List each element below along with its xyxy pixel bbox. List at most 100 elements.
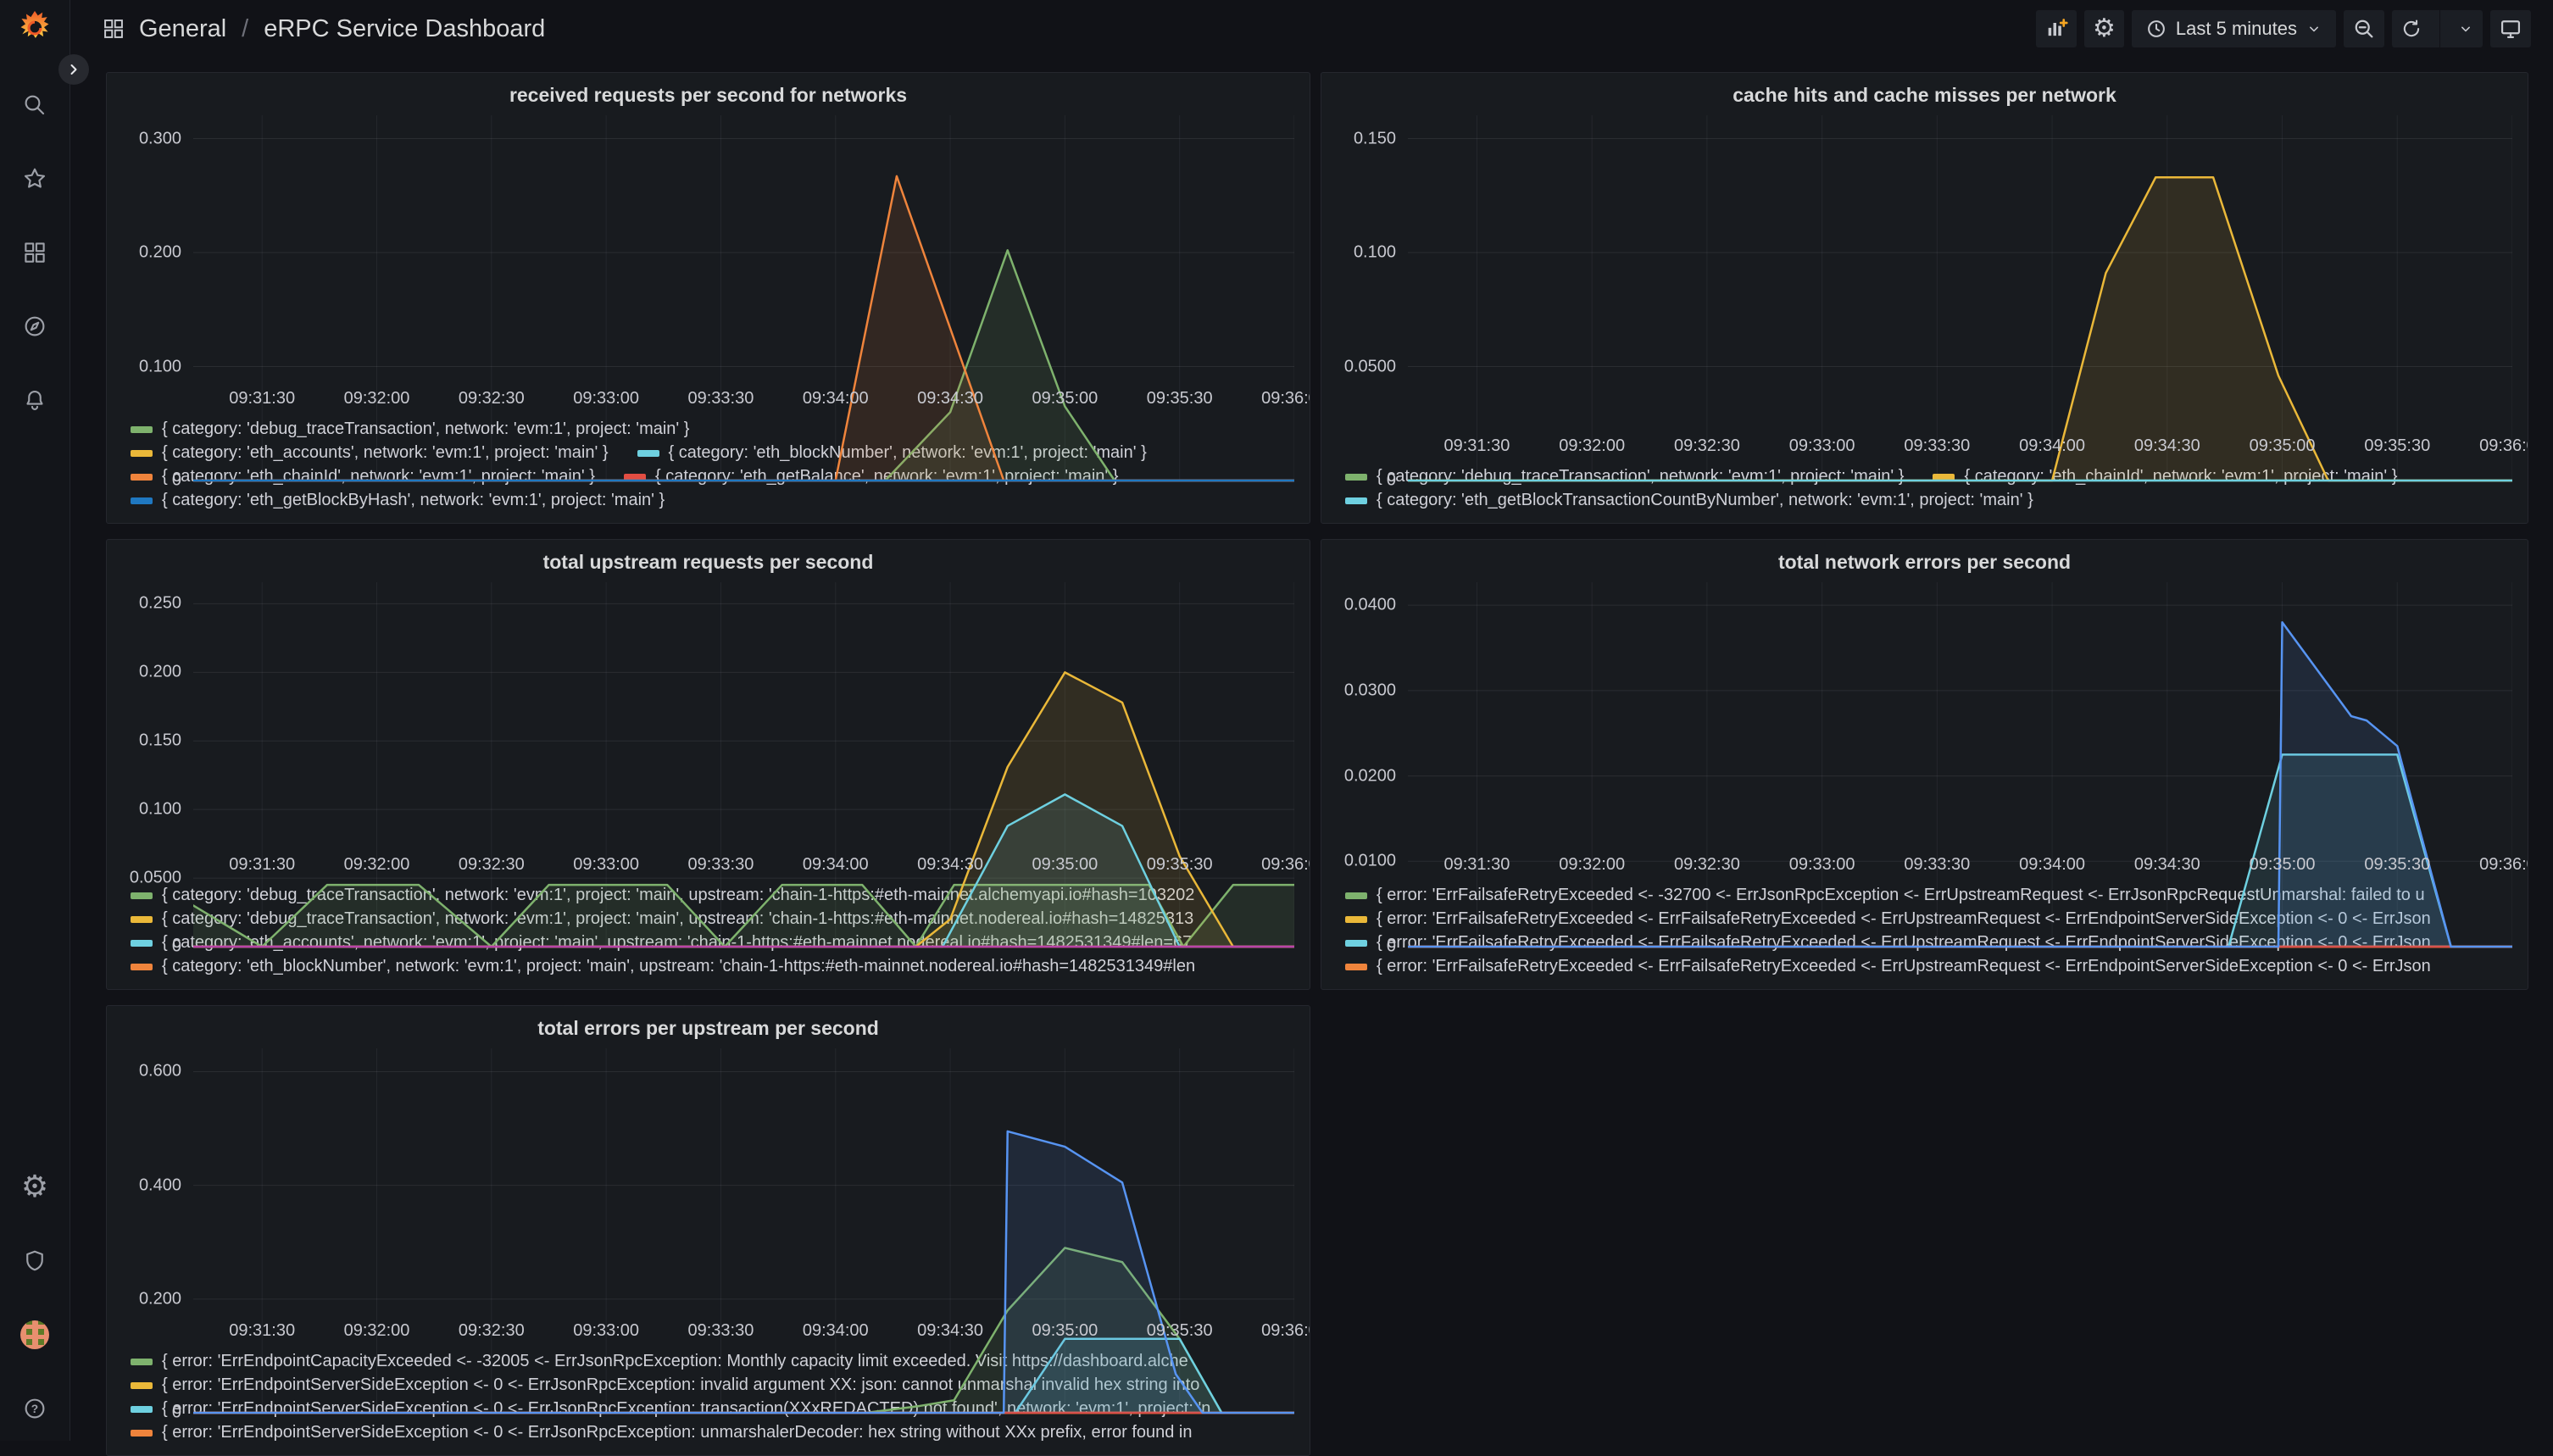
y-tick-label: 0.0500 — [129, 868, 181, 887]
legend-item[interactable]: { error: 'ErrEndpointCapacityExceeded <-… — [131, 1352, 1188, 1371]
x-tick-label: 09:31:30 — [229, 1321, 296, 1340]
configuration-gear-icon[interactable]: ⚙ — [20, 1170, 49, 1204]
refresh-interval-button[interactable] — [2449, 10, 2483, 47]
panel-title[interactable]: cache hits and cache misses per network — [1733, 84, 2116, 106]
x-axis: 09:31:30 09:32:00 09:32:30 09:33:00 09:33:30… — [193, 849, 1310, 880]
legend-item[interactable]: { category: 'eth_accounts', network: 'ev… — [131, 443, 609, 463]
refresh-button-group — [2392, 10, 2483, 47]
panel-title[interactable]: total upstream requests per second — [542, 551, 874, 573]
toolbar: ⚙ Last 5 minutes — [2036, 10, 2531, 47]
chart-canvas[interactable] — [193, 1045, 1294, 1414]
apps-grid-icon — [104, 19, 123, 38]
legend-item[interactable]: { category: 'eth_getBlockByHash', networ… — [131, 491, 665, 510]
x-tick-label: 09:33:00 — [573, 389, 640, 408]
view-mode-button[interactable] — [2490, 10, 2531, 47]
user-avatar[interactable] — [18, 1318, 52, 1352]
chart-canvas[interactable] — [1408, 579, 2512, 948]
gear-icon: ⚙ — [2093, 14, 2116, 43]
legend-swatch — [1933, 473, 1955, 481]
y-tick-label: 0 — [1386, 470, 1396, 490]
x-axis: 09:31:30 09:32:00 09:32:30 09:33:00 09:33:30… — [193, 383, 1310, 414]
y-tick-label: 0.150 — [1353, 129, 1396, 148]
chart-plot-area[interactable] — [1408, 112, 2512, 482]
grafana-logo[interactable] — [15, 8, 54, 47]
legend-item[interactable]: { error: 'ErrEndpointServerSideException… — [131, 1423, 1193, 1442]
sidebar-expand-button[interactable] — [58, 54, 89, 85]
search-icon[interactable] — [18, 88, 52, 122]
server-admin-shield-icon[interactable] — [18, 1244, 52, 1278]
legend-item[interactable]: { error: 'ErrEndpointServerSideException… — [131, 1375, 1199, 1395]
time-range-picker[interactable]: Last 5 minutes — [2131, 10, 2336, 47]
starred-icon[interactable] — [18, 162, 52, 196]
legend-swatch — [131, 915, 153, 923]
panel-cache-hits-misses: cache hits and cache misses per network … — [1321, 72, 2528, 524]
y-tick-label: 0.0100 — [1343, 851, 1396, 870]
svg-text:?: ? — [31, 1403, 38, 1415]
x-tick-label: 09:33:00 — [573, 1321, 640, 1340]
legend-label: { error: 'ErrFailsafeRetryExceeded <- Er… — [1377, 909, 2431, 928]
x-tick-label: 09:34:00 — [802, 389, 869, 408]
y-tick-label: 0.200 — [138, 242, 181, 262]
legend-swatch — [623, 473, 646, 481]
legend-item[interactable]: { error: 'ErrFailsafeRetryExceeded <- Er… — [1345, 957, 2431, 976]
legend-label: { category: 'debug_traceTransaction', ne… — [162, 886, 1195, 904]
legend-item[interactable]: { category: 'debug_traceTransaction', ne… — [131, 886, 1194, 905]
chart-canvas[interactable] — [193, 579, 1294, 948]
panel-title[interactable]: received requests per second for network… — [509, 84, 908, 106]
x-tick-label: 09:35:00 — [2249, 855, 2316, 874]
refresh-button[interactable] — [2392, 10, 2431, 47]
x-tick-label: 09:35:30 — [1146, 855, 1213, 874]
zoom-out-button[interactable] — [2344, 10, 2384, 47]
x-tick-label: 09:35:30 — [2364, 436, 2431, 455]
panel-title[interactable]: total errors per upstream per second — [537, 1017, 879, 1039]
explore-compass-icon[interactable] — [18, 309, 52, 343]
panel-title[interactable]: total network errors per second — [1777, 551, 2072, 573]
chart-plot-area[interactable] — [193, 579, 1294, 948]
x-tick-label: 09:35:30 — [2364, 855, 2431, 874]
legend-item[interactable]: { error: 'ErrFailsafeRetryExceeded <- Er… — [1345, 909, 2431, 929]
add-panel-button[interactable] — [2036, 10, 2077, 47]
legend-item[interactable]: { category: 'eth_blockNumber', network: … — [131, 957, 1195, 976]
x-axis: 09:31:30 09:32:00 09:32:30 09:33:00 09:33:30… — [1408, 431, 2528, 461]
x-tick-label: 09:35:00 — [2249, 436, 2316, 455]
legend-swatch — [131, 892, 153, 899]
legend-item[interactable]: { category: 'eth_blockNumber', network: … — [637, 443, 1147, 463]
x-tick-label: 09:33:30 — [687, 855, 754, 874]
add-panel-icon — [2048, 19, 2068, 36]
chart-canvas[interactable] — [193, 112, 1294, 482]
legend-label: { category: 'eth_getBlockTransactionCoun… — [1377, 491, 2033, 509]
legend-item[interactable]: { category: 'debug_traceTransaction', ne… — [131, 420, 689, 439]
x-tick-label: 09:34:30 — [2133, 436, 2200, 455]
sidebar-top-group — [18, 88, 52, 417]
dashboard-settings-button[interactable]: ⚙ — [2084, 10, 2124, 47]
legend-swatch — [131, 939, 153, 947]
legend-item[interactable]: { category: 'eth_getBlockTransactionCoun… — [1345, 491, 2033, 510]
chart-plot-area[interactable] — [1408, 579, 2512, 948]
breadcrumb-separator: / — [242, 14, 249, 42]
help-icon[interactable]: ? — [18, 1392, 52, 1425]
legend-item[interactable]: { error: 'ErrFailsafeRetryExceeded <- -3… — [1345, 886, 2425, 905]
x-tick-label: 09:35:00 — [1032, 855, 1099, 874]
legend-row: { error: 'ErrEndpointServerSideException… — [131, 1375, 1294, 1395]
breadcrumb-section[interactable]: General — [139, 14, 227, 42]
chart-plot-area[interactable] — [193, 112, 1294, 482]
y-axis: 0 0.0100 0.0200 0.0300 0.0400 — [1337, 579, 1408, 956]
legend-label: { category: 'eth_getBlockByHash', networ… — [162, 491, 665, 509]
sidebar: ⚙ ? — [0, 0, 70, 1441]
button-divider — [2439, 10, 2440, 47]
y-tick-label: 0.0400 — [1343, 595, 1396, 614]
legend: { category: 'debug_traceTransaction', ne… — [122, 880, 1294, 984]
x-tick-label: 09:34:00 — [802, 1321, 869, 1340]
y-tick-label: 0.100 — [138, 357, 181, 375]
panel-upstream-requests: total upstream requests per second 0 0.05… — [106, 539, 1310, 990]
legend-swatch — [131, 1381, 153, 1389]
legend-swatch — [1345, 473, 1367, 481]
y-tick-label: 0.150 — [138, 731, 181, 750]
chart-plot-area[interactable] — [193, 1045, 1294, 1414]
alerting-bell-icon[interactable] — [18, 383, 52, 417]
chart-canvas[interactable] — [1408, 112, 2512, 482]
dashboards-icon[interactable] — [18, 236, 52, 270]
legend-label: { error: 'ErrFailsafeRetryExceeded <- -3… — [1377, 886, 2425, 904]
legend-swatch — [131, 473, 153, 481]
